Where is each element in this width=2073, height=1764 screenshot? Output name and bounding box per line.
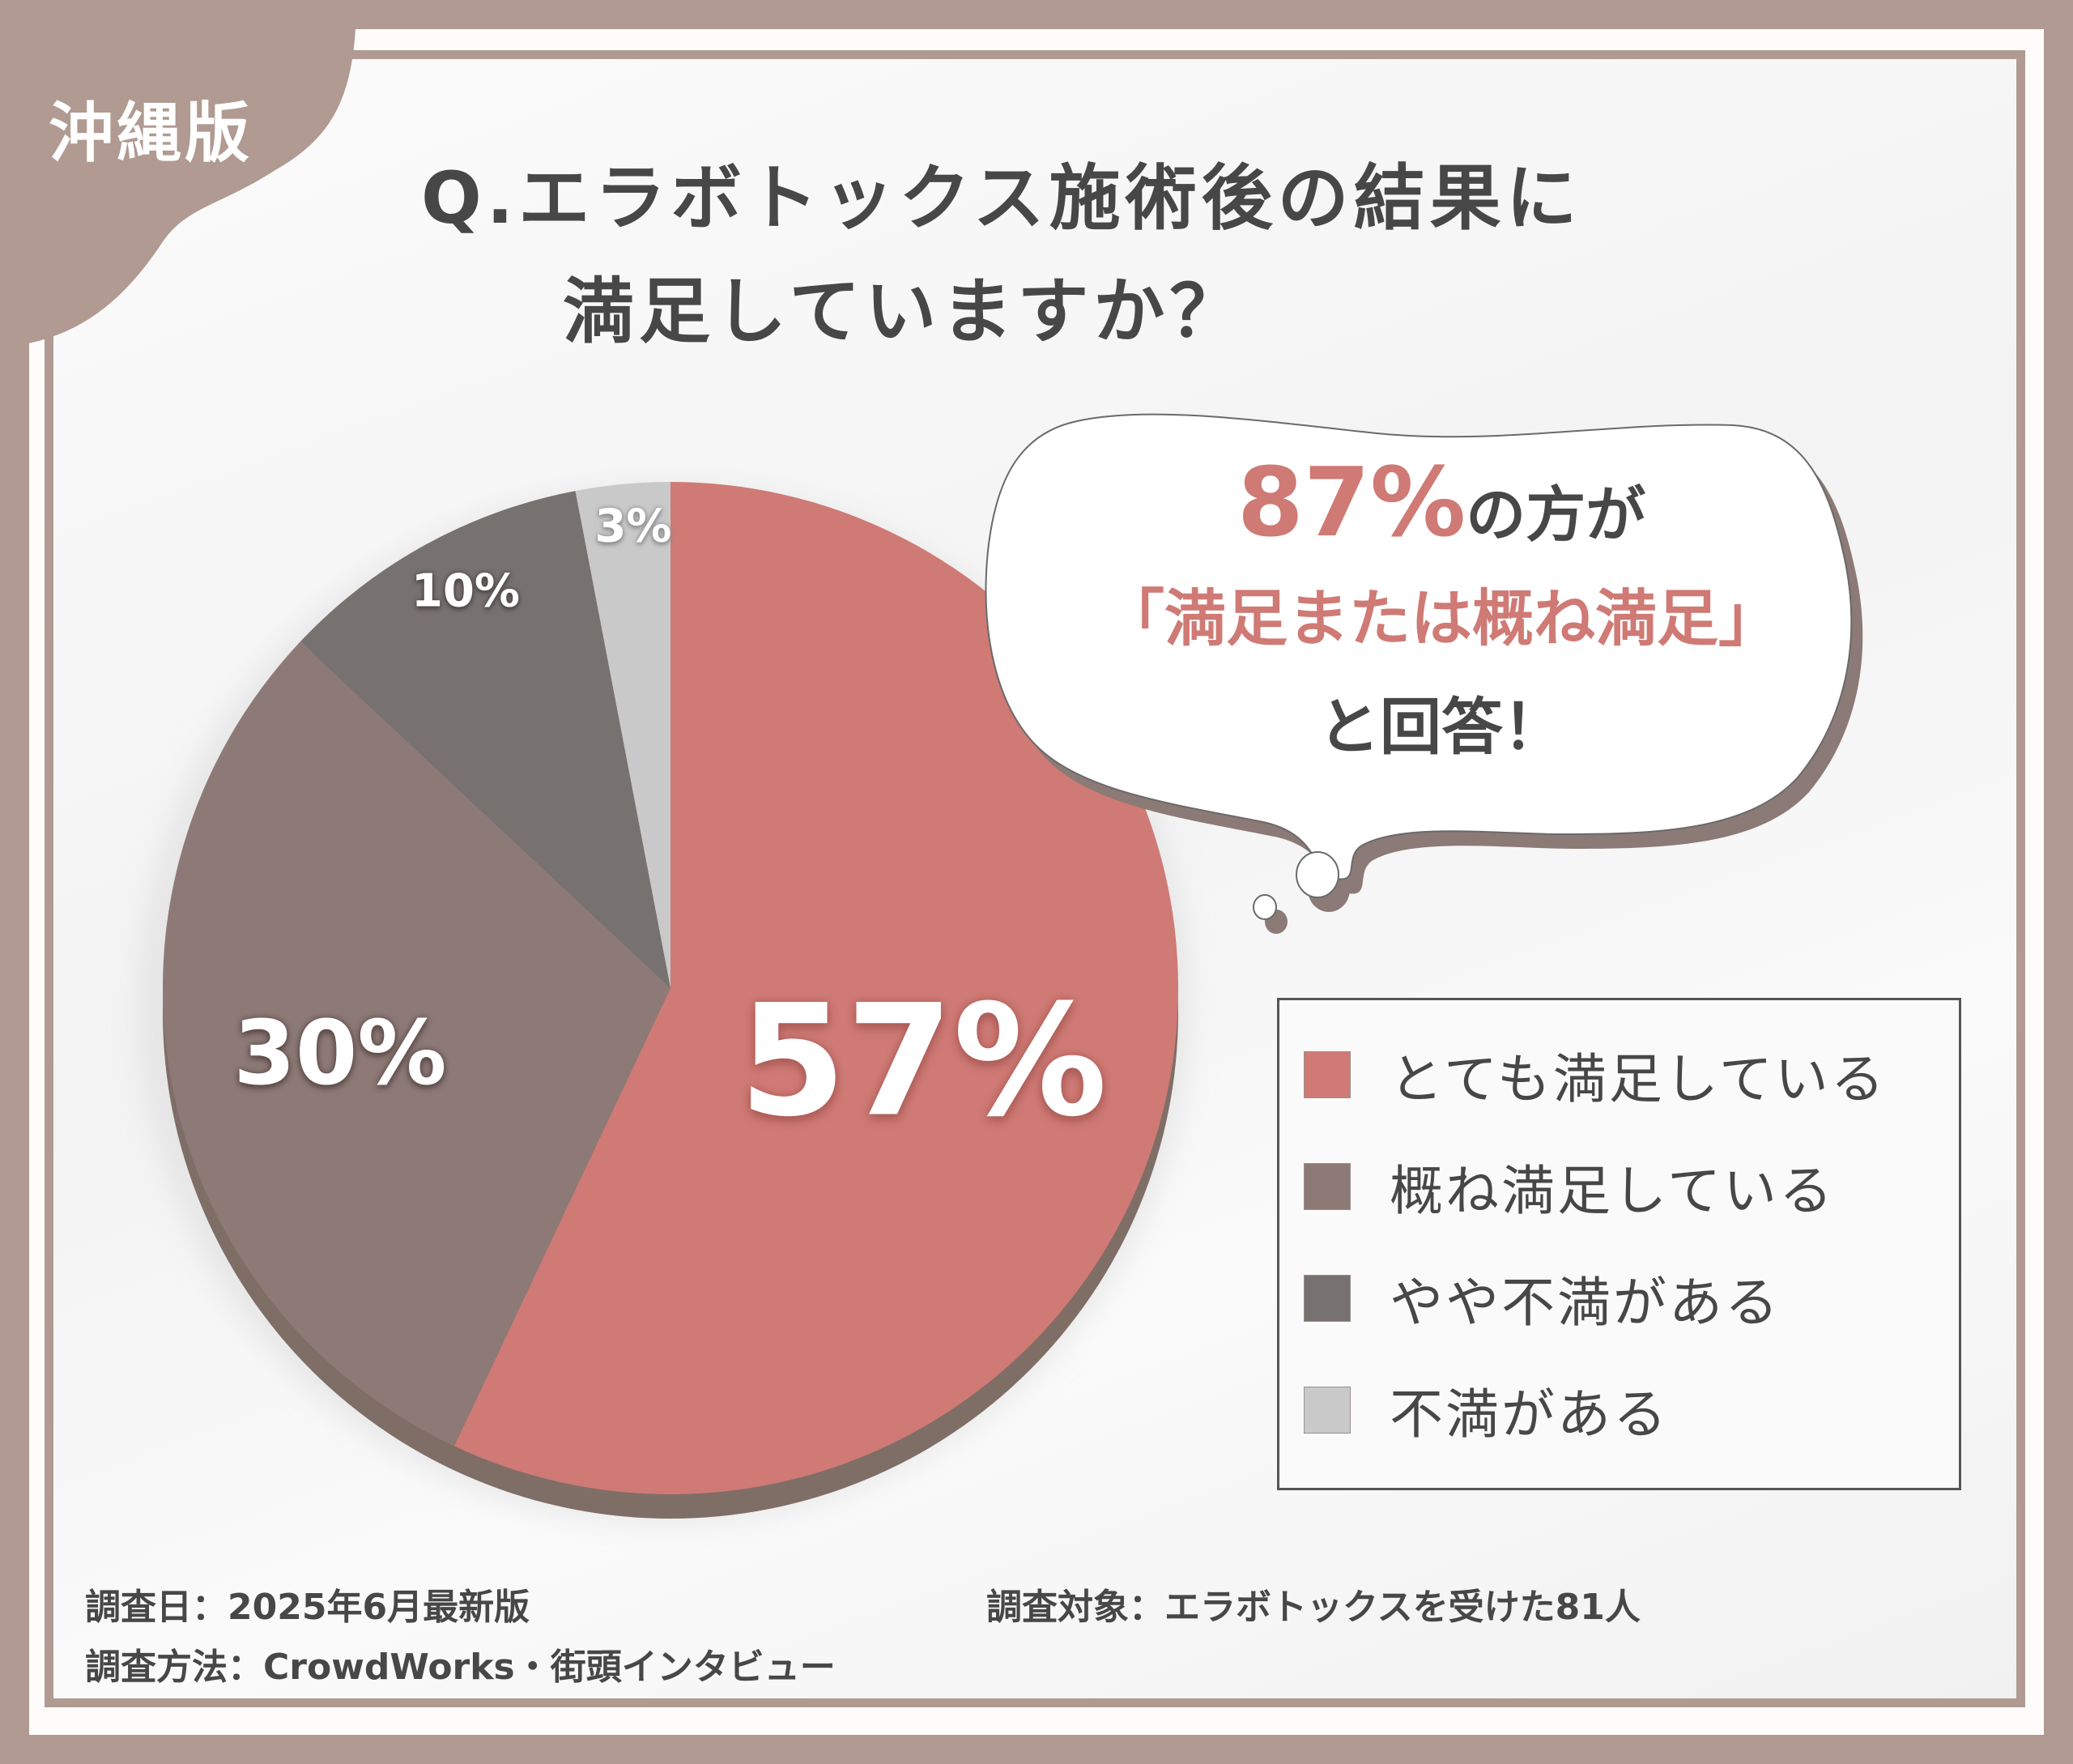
question-title: Q.エラボトックス施術後の結果に 満足していますか？ xyxy=(421,142,1582,369)
survey-target: 調査対象：エラボトックスを受けた81人 xyxy=(986,1587,1641,1628)
callout-line-3: と回答！ xyxy=(1318,691,1564,763)
pie-slice-somewhat-dissatisfied xyxy=(300,491,670,988)
callout-text: 87%の方が 「満足または概ね満足」 と回答！ xyxy=(980,454,1903,776)
legend-item-somewhat-dissatisfied: やや不満がある xyxy=(1304,1272,1781,1334)
callout-line-1-rest: の方が xyxy=(1466,480,1646,550)
legend-swatch-somewhat-dissatisfied xyxy=(1304,1275,1351,1322)
legend-swatch-dissatisfied xyxy=(1304,1387,1351,1434)
pie-label-dissatisfied: 3% xyxy=(594,500,672,553)
callout-line-2: 「満足または概ね満足」 xyxy=(1103,582,1780,654)
pie-slices xyxy=(163,482,1178,1494)
legend-label: やや不満がある xyxy=(1390,1272,1781,1334)
pie-slice-dissatisfied xyxy=(575,482,670,988)
legend-swatch-mostly-satisfied xyxy=(1304,1163,1351,1210)
corner-blob-decoration xyxy=(0,0,356,348)
legend-label: とても満足している xyxy=(1390,1048,1887,1110)
legend-label: 概ね満足している xyxy=(1390,1160,1836,1222)
title-line-2: 満足していますか？ xyxy=(563,270,1246,353)
legend-label: 不満がある xyxy=(1390,1383,1669,1446)
callout-line-1: 87%の方が xyxy=(980,454,1903,564)
pie-label-very-satisfied: 57% xyxy=(739,971,1108,1151)
pie-label-mostly-satisfied: 30% xyxy=(233,1001,447,1105)
pie-label-somewhat-dissatisfied: 10% xyxy=(411,565,521,618)
callout-highlight-percent: 87% xyxy=(1237,446,1466,558)
survey-method: 調査方法：CrowdWorks・街頭インタビュー xyxy=(85,1647,836,1688)
title-line-1: Q.エラボトックス施術後の結果に xyxy=(421,156,1582,240)
legend-item-mostly-satisfied: 概ね満足している xyxy=(1304,1160,1835,1222)
legend-item-very-satisfied: とても満足している xyxy=(1304,1048,1887,1110)
pie-slice-mostly-satisfied xyxy=(163,641,671,1447)
legend-item-dissatisfied: 不満がある xyxy=(1304,1383,1669,1446)
bubble-dot-small xyxy=(1253,894,1277,920)
chart-legend: とても満足している 概ね満足している やや不満がある 不満がある xyxy=(1277,998,1961,1490)
bubble-dot-large xyxy=(1296,851,1339,898)
pie-slice-very-satisfied xyxy=(454,482,1178,1494)
legend-swatch-very-satisfied xyxy=(1304,1051,1351,1098)
survey-date: 調査日：2025年6月最新版 xyxy=(85,1587,530,1628)
region-badge: 沖縄版 xyxy=(49,96,253,171)
